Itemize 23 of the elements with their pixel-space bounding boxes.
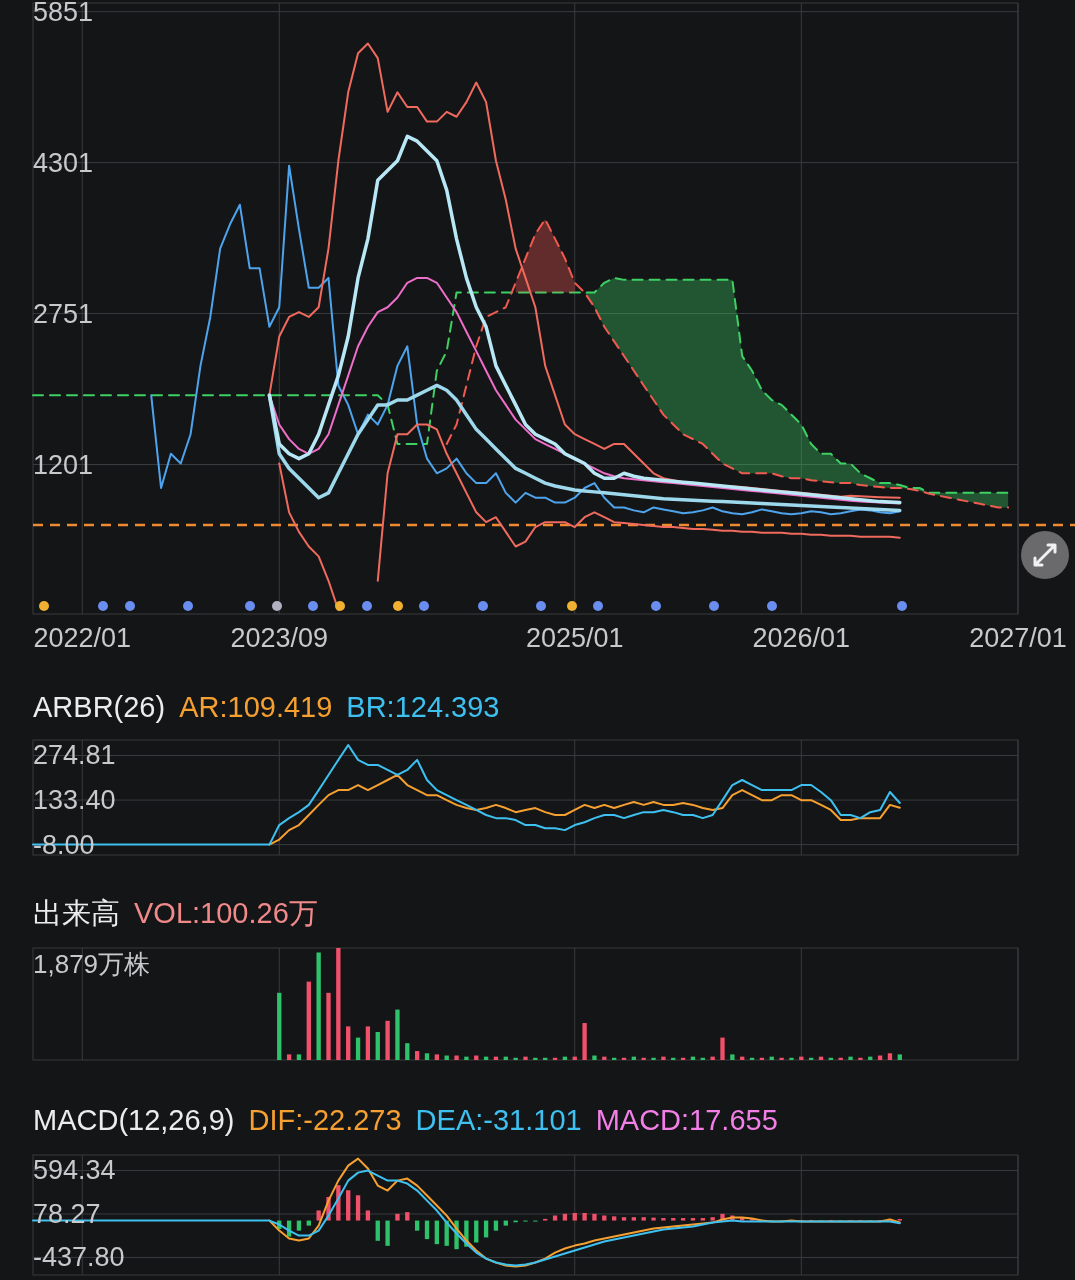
y-tick-label: 1201 (33, 449, 94, 480)
chart-title: MACD(12,26,9) (33, 1104, 235, 1136)
x-tick-label: 2025/01 (525, 623, 624, 653)
annotation: 1,879万株 (33, 949, 151, 979)
y-tick-label: 594.34 (33, 1155, 116, 1186)
x-tick-label: 2023/09 (230, 623, 329, 653)
series-label: DEA:-31.101 (415, 1104, 582, 1136)
chart-title: ARBR(26) (33, 691, 166, 723)
series-label: DIF:-22.273 (248, 1104, 402, 1136)
text: AR:109.419 (179, 691, 333, 723)
series-label: VOL:100.26万 (134, 897, 318, 929)
text: MACD:17.655 (595, 1104, 778, 1136)
chart-title: 出来高 (33, 897, 120, 929)
y-tick-label: 2751 (33, 298, 94, 329)
x-tick-label: 2026/01 (752, 623, 851, 653)
y-tick-label: 133.40 (33, 785, 116, 816)
y-tick-label: 4301 (33, 147, 94, 178)
series-label: BR:124.393 (346, 691, 500, 723)
x-tick-label: 2022/01 (33, 623, 132, 653)
y-tick-label: 5851 (33, 0, 94, 27)
y-tick-label: 274.81 (33, 740, 116, 771)
y-tick-label: -437.80 (33, 1242, 125, 1273)
x-tick-label: 2027/01 (969, 623, 1067, 653)
